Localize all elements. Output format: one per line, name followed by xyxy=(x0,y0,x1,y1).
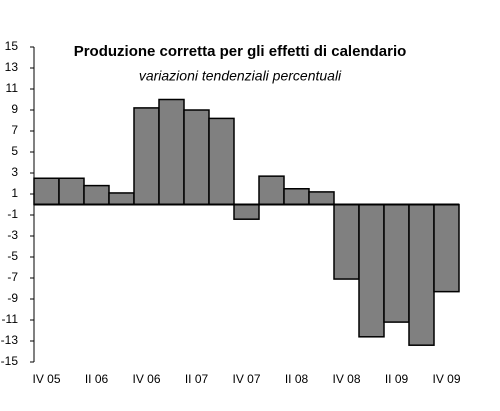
y-tick-label: -11 xyxy=(2,312,19,326)
x-tick-label: IV 05 xyxy=(32,372,60,386)
bar xyxy=(408,203,435,346)
x-tick-label: IV 06 xyxy=(132,372,160,386)
bar xyxy=(33,177,60,206)
bar xyxy=(383,203,410,323)
y-tick-label: -9 xyxy=(7,291,18,305)
bar xyxy=(258,175,285,206)
bar xyxy=(108,192,135,206)
bar xyxy=(358,203,385,338)
bar xyxy=(308,191,335,206)
y-tick-label: -3 xyxy=(7,228,18,242)
bar xyxy=(58,177,85,206)
y-tick-label: -15 xyxy=(1,354,19,368)
x-tick-label: IV 07 xyxy=(232,372,260,386)
x-tick-label: II 08 xyxy=(285,372,309,386)
bar xyxy=(233,203,260,220)
bar xyxy=(208,117,235,206)
bar xyxy=(133,107,160,206)
chart-subtitle: variazioni tendenziali percentuali xyxy=(139,68,342,84)
y-tick-label: 11 xyxy=(6,81,19,95)
x-tick-label: IV 08 xyxy=(332,372,360,386)
x-tick-label: II 07 xyxy=(185,372,209,386)
x-tick-label: IV 09 xyxy=(432,372,460,386)
y-tick-label: 3 xyxy=(11,165,18,179)
y-tick-label: 7 xyxy=(11,123,18,137)
y-tick-label: -13 xyxy=(1,333,19,347)
bar xyxy=(283,188,310,206)
bar xyxy=(183,109,210,206)
x-tick-label: II 09 xyxy=(385,372,409,386)
y-tick-label: 13 xyxy=(5,60,19,74)
bar xyxy=(333,203,360,280)
y-tick-label: 15 xyxy=(5,39,19,53)
y-tick-label: -7 xyxy=(7,270,18,284)
y-tick-label: 9 xyxy=(11,102,18,116)
bar xyxy=(158,98,185,206)
y-tick-label: 5 xyxy=(11,144,18,158)
chart-title: Produzione corretta per gli effetti di c… xyxy=(74,43,407,60)
y-tick-label: -1 xyxy=(7,207,18,221)
y-tick-label: 1 xyxy=(11,186,18,200)
y-tick-label: -5 xyxy=(7,249,18,263)
x-tick-label: II 06 xyxy=(85,372,109,386)
bar xyxy=(83,184,110,206)
bar xyxy=(433,203,460,293)
